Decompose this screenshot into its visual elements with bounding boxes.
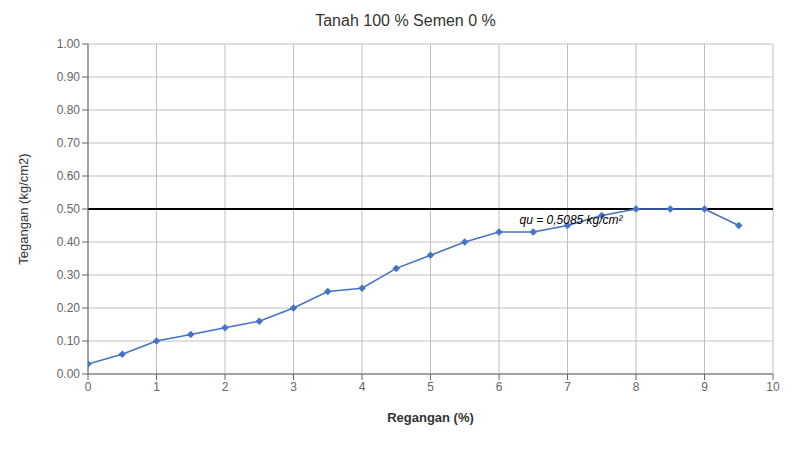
svg-text:0.80: 0.80: [57, 103, 81, 117]
svg-text:1: 1: [153, 380, 160, 394]
svg-text:0.40: 0.40: [57, 235, 81, 249]
svg-text:4: 4: [359, 380, 366, 394]
svg-text:2: 2: [222, 380, 229, 394]
svg-text:Tegangan (kg/cm2): Tegangan (kg/cm2): [16, 153, 31, 264]
svg-text:0.30: 0.30: [57, 268, 81, 282]
svg-text:7: 7: [564, 380, 571, 394]
svg-text:6: 6: [496, 380, 503, 394]
svg-text:3: 3: [290, 380, 297, 394]
svg-text:0: 0: [85, 380, 92, 394]
svg-text:0.50: 0.50: [57, 202, 81, 216]
svg-text:0.90: 0.90: [57, 70, 81, 84]
svg-text:5: 5: [427, 380, 434, 394]
svg-text:0.20: 0.20: [57, 301, 81, 315]
svg-text:0.00: 0.00: [57, 367, 81, 381]
html-text:Tanah 100 % Semen 0 %: Tanah 100 % Semen 0 %: [315, 12, 496, 29]
svg-text:0.10: 0.10: [57, 334, 81, 348]
svg-text:10: 10: [766, 380, 780, 394]
svg-text:0.70: 0.70: [57, 136, 81, 150]
svg-text:8: 8: [633, 380, 640, 394]
svg-text:qu = 0,5085 kg/cm²: qu = 0,5085 kg/cm²: [520, 213, 624, 227]
svg-text:1.00: 1.00: [57, 37, 81, 51]
svg-text:9: 9: [701, 380, 708, 394]
svg-text:0.60: 0.60: [57, 169, 81, 183]
svg-text:Regangan (%): Regangan (%): [387, 410, 474, 425]
